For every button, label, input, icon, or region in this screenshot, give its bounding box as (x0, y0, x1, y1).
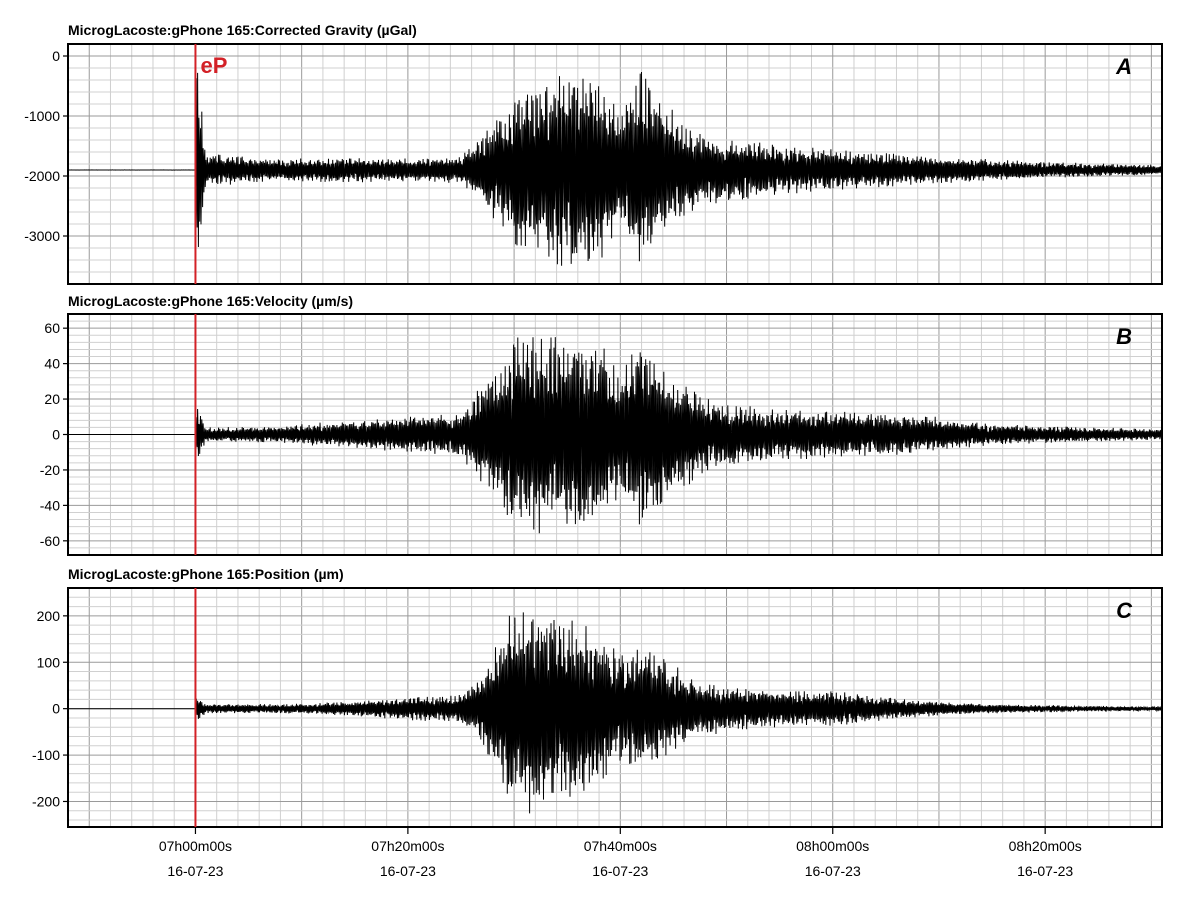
x-tick-label: 08h00m00s (796, 838, 869, 854)
x-tick-label: 07h20m00s (371, 838, 444, 854)
panel-frame (67, 587, 1163, 828)
y-tick-label: 40 (44, 356, 60, 372)
y-tick-label: 100 (37, 654, 61, 670)
x-tick-label: 08h20m00s (1009, 838, 1082, 854)
panel-title: MicrogLacoste:gPhone 165:Corrected Gravi… (68, 22, 417, 38)
panel-C: MicrogLacoste:gPhone 165:Position (µm) 20… (32, 566, 1163, 828)
panel-title: MicrogLacoste:gPhone 165:Position (µm) (68, 566, 344, 582)
y-tick-label: -200 (32, 793, 60, 809)
y-tick-label: -1000 (24, 108, 60, 124)
y-tick-label: 200 (37, 608, 61, 624)
panel-letter: C (1116, 598, 1133, 623)
y-tick-label: -3000 (24, 228, 60, 244)
x-tick-date: 16-07-23 (167, 863, 223, 879)
y-tick-label: 0 (52, 427, 60, 443)
x-tick-date: 16-07-23 (805, 863, 861, 879)
panel-A: MicrogLacoste:gPhone 165:Corrected Gravi… (24, 22, 1163, 285)
x-tick-date: 16-07-23 (380, 863, 436, 879)
y-tick-label: 60 (44, 320, 60, 336)
waveform-trace (68, 337, 1163, 534)
panel-frame (67, 43, 1163, 285)
y-tick-label: 0 (52, 48, 60, 64)
ep-event-marker: eP (194, 44, 227, 827)
event-label: eP (200, 53, 227, 78)
y-tick-label: 20 (44, 391, 60, 407)
y-tick-label: -2000 (24, 168, 60, 184)
x-tick-date: 16-07-23 (1017, 863, 1073, 879)
x-tick-label: 07h40m00s (584, 838, 657, 854)
y-tick-label: 0 (52, 701, 60, 717)
x-tick-date: 16-07-23 (592, 863, 648, 879)
panel-frame (67, 313, 1163, 556)
y-tick-label: -20 (40, 462, 60, 478)
panel-letter: B (1116, 324, 1132, 349)
y-tick-label: -60 (40, 533, 60, 549)
waveform-trace (68, 71, 1163, 266)
panel-title: MicrogLacoste:gPhone 165:Velocity (µm/s) (68, 293, 353, 309)
time-axis: 07h00m00s 16-07-23 07h20m00s 16-07-23 07h40m… (159, 827, 1082, 879)
waveform-trace (68, 612, 1163, 814)
y-tick-label: -40 (40, 497, 60, 513)
panel-B: MicrogLacoste:gPhone 165:Velocity (µm/s)… (40, 293, 1163, 556)
panel-letter: A (1115, 54, 1132, 79)
x-tick-label: 07h00m00s (159, 838, 232, 854)
y-tick-label: -100 (32, 747, 60, 763)
